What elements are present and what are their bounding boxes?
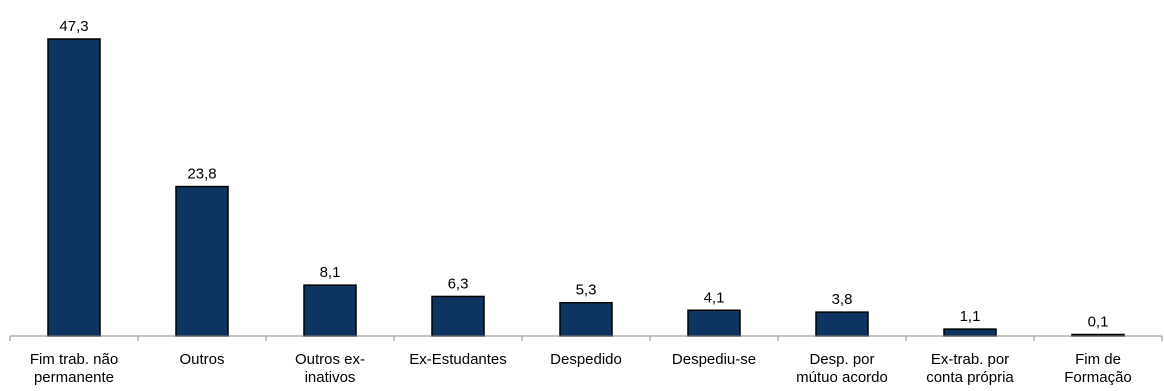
bar — [687, 309, 741, 337]
category-label: Desp. por mútuo acordo — [796, 351, 888, 386]
category-label: Despediu-se — [672, 351, 756, 368]
category-label: Outros ex-inativos — [295, 351, 365, 386]
category-label: Ex-Estudantes — [409, 351, 507, 368]
category-label: Outros — [179, 351, 224, 368]
data-labels-group: 47,3 23,8 8,1 6,3 5,3 4,1 3,8 1,1 0,1 — [59, 18, 1108, 331]
data-label: 6,3 — [448, 275, 469, 292]
category-labels-group: Fim trab. não permanente Outros Outros ex-i… — [30, 351, 1132, 386]
x-axis — [9, 335, 1163, 341]
bar — [559, 301, 613, 337]
category-label: Ex-trab. por conta própria — [926, 351, 1014, 386]
data-label: 5,3 — [576, 282, 597, 299]
bar — [943, 328, 997, 337]
category-label: Fim trab. não permanente — [30, 351, 118, 386]
data-label: 8,1 — [320, 264, 341, 281]
bar — [303, 284, 357, 337]
bar — [815, 311, 869, 337]
bar — [431, 295, 485, 337]
data-label: 23,8 — [187, 166, 216, 183]
bars-group — [47, 38, 1125, 337]
data-label: 1,1 — [960, 308, 981, 325]
bar — [175, 185, 229, 337]
data-label: 47,3 — [59, 18, 88, 35]
category-label: Fim de Formação — [1064, 351, 1132, 386]
data-label: 3,8 — [832, 291, 853, 308]
category-label: Despedido — [550, 351, 622, 368]
bar — [47, 38, 101, 337]
data-label: 0,1 — [1088, 314, 1109, 331]
data-label: 4,1 — [704, 289, 725, 306]
